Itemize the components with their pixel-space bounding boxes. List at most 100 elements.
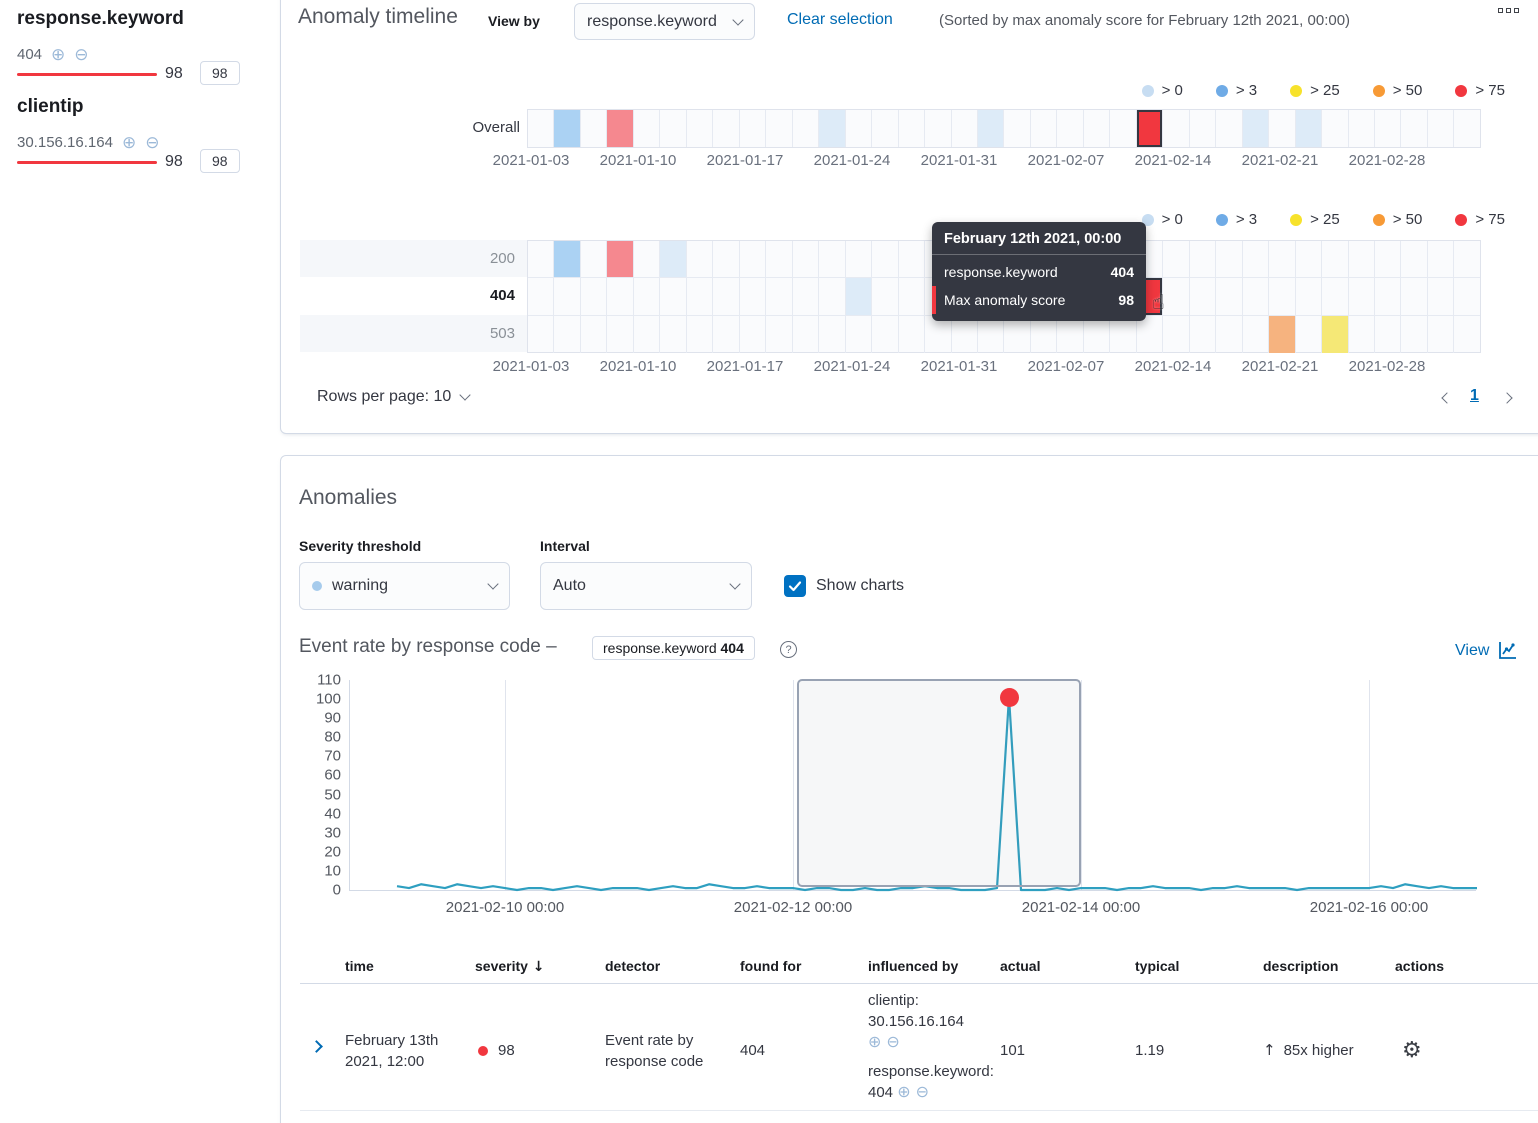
swimlane-cell[interactable] — [1163, 278, 1190, 315]
swimlane-cell[interactable] — [793, 110, 820, 148]
swimlane-cell[interactable] — [1349, 110, 1375, 148]
swimlane-cell[interactable] — [1296, 278, 1323, 315]
swimlane-cell[interactable] — [1190, 278, 1217, 315]
swimlane-cell[interactable] — [1375, 241, 1402, 278]
swimlane-cell[interactable] — [1428, 278, 1455, 315]
swimlane-cell[interactable] — [554, 241, 581, 278]
swimlane-cell[interactable] — [740, 241, 767, 278]
swimlane-cell[interactable] — [528, 110, 555, 148]
severity-threshold-select[interactable]: warning — [299, 562, 510, 610]
table-header-actual[interactable]: actual — [1000, 958, 1041, 974]
swimlane-cell[interactable] — [1454, 316, 1479, 353]
swimlane-cell[interactable] — [1269, 241, 1296, 278]
swimlane-cell[interactable] — [1243, 315, 1270, 353]
swimlane-cell[interactable] — [1110, 110, 1137, 148]
swimlane-cell[interactable] — [1322, 241, 1349, 278]
swimlane-cell[interactable] — [819, 110, 846, 148]
swimlane-cell[interactable] — [1084, 315, 1111, 353]
swimlane-cell[interactable] — [1190, 315, 1217, 353]
swimlane-cell[interactable] — [1322, 315, 1349, 353]
swimlane-cell[interactable] — [1401, 241, 1428, 278]
swimlane-row-label[interactable]: 503 — [300, 314, 527, 352]
table-header-found-for[interactable]: found for — [740, 958, 802, 974]
swimlane-cell[interactable] — [899, 110, 926, 148]
help-icon[interactable]: ? — [780, 641, 797, 658]
page-number[interactable]: 1 — [1470, 387, 1479, 404]
table-header-influenced-by[interactable]: influenced by — [868, 958, 959, 974]
swimlane-cell[interactable] — [1216, 110, 1243, 148]
swimlane-cell[interactable] — [1401, 278, 1428, 315]
swimlane-cell[interactable] — [872, 110, 899, 148]
swimlane-cell[interactable] — [607, 241, 634, 278]
actions-gear-icon[interactable]: ⚙ — [1402, 1038, 1422, 1063]
swimlane-cell[interactable] — [819, 315, 846, 353]
swimlane-cell[interactable] — [1243, 241, 1270, 278]
swimlane-cell[interactable] — [793, 315, 820, 353]
add-filter-icon[interactable]: ⊕ — [121, 133, 137, 152]
swimlane-cell[interactable] — [687, 110, 714, 148]
swimlane-cell[interactable] — [634, 278, 661, 315]
swimlane-cell[interactable] — [713, 278, 740, 315]
swimlane-cell[interactable] — [634, 110, 661, 148]
swimlane-cell[interactable] — [554, 315, 581, 353]
swimlane-cell[interactable] — [554, 278, 581, 315]
swimlane-cell[interactable] — [1004, 110, 1031, 148]
swimlane-cell[interactable] — [581, 241, 608, 278]
table-header-detector[interactable]: detector — [605, 958, 661, 974]
swimlane-cell[interactable] — [925, 315, 952, 353]
swimlane-cell[interactable] — [1322, 278, 1349, 315]
swimlane-cell[interactable] — [528, 315, 555, 353]
swimlane-cell[interactable] — [660, 110, 687, 148]
swimlane-cell[interactable] — [554, 110, 581, 148]
swimlane-cell[interactable] — [845, 278, 873, 315]
swimlane-cell[interactable] — [1216, 278, 1243, 315]
swimlane-cell[interactable] — [1428, 241, 1455, 278]
swimlane-cell[interactable] — [819, 278, 846, 315]
swimlane-cell[interactable] — [872, 241, 899, 278]
remove-filter-icon[interactable]: ⊖ — [915, 1084, 930, 1101]
swimlane-cell[interactable] — [1296, 241, 1323, 278]
swimlane-cell[interactable] — [1163, 315, 1190, 353]
add-filter-icon[interactable]: ⊕ — [868, 1034, 882, 1051]
swimlane-cell[interactable] — [952, 315, 978, 353]
swimlane-cell[interactable] — [740, 278, 767, 315]
interval-select[interactable]: Auto — [540, 562, 752, 610]
swimlane-cell[interactable] — [1428, 110, 1455, 148]
swimlane-cell[interactable] — [687, 315, 714, 353]
swimlane-cell[interactable] — [1375, 315, 1402, 353]
swimlane-cell[interactable] — [766, 110, 793, 148]
swimlane-cell[interactable] — [1269, 110, 1296, 148]
swimlane-cell[interactable] — [1269, 315, 1296, 353]
table-header-actions[interactable]: actions — [1395, 958, 1445, 974]
swimlane-cell[interactable] — [1110, 315, 1137, 353]
swimlane-cell[interactable] — [1137, 241, 1164, 278]
table-header-typical[interactable]: typical — [1135, 958, 1180, 974]
swimlane-cell[interactable] — [1454, 241, 1479, 277]
swimlane-cell[interactable] — [607, 110, 634, 148]
swimlane-row-label[interactable]: 200 — [300, 240, 527, 278]
swimlane-cell[interactable] — [846, 110, 873, 148]
swimlane-cell[interactable] — [528, 278, 555, 315]
swimlane-cell[interactable] — [660, 315, 687, 353]
swimlane-cell[interactable] — [1057, 315, 1084, 353]
swimlane-cell[interactable] — [978, 315, 1005, 353]
swimlane-cell[interactable] — [1216, 241, 1243, 278]
swimlane-cell[interactable] — [1454, 278, 1479, 314]
swimlane-cell[interactable] — [899, 241, 926, 278]
clear-selection-link[interactable]: Clear selection — [787, 11, 893, 28]
swimlane-cell[interactable] — [819, 241, 846, 278]
swimlane-cell[interactable] — [1454, 110, 1479, 147]
swimlane-cell[interactable] — [846, 315, 873, 353]
table-header-time[interactable]: time — [345, 958, 374, 974]
swimlane-cell[interactable] — [634, 315, 661, 353]
swimlane-cell[interactable] — [1190, 241, 1217, 278]
swimlane-cell[interactable] — [1004, 315, 1031, 353]
swimlane-cell[interactable] — [1084, 110, 1111, 148]
swimlane-cell[interactable] — [1243, 278, 1270, 315]
swimlane-cell[interactable] — [899, 315, 926, 353]
swimlane-cell[interactable] — [713, 315, 740, 353]
rows-per-page-control[interactable]: Rows per page: 10 — [317, 388, 471, 406]
swimlane-cell[interactable] — [1242, 110, 1270, 148]
swimlane-cell[interactable] — [1349, 278, 1375, 315]
swimlane-cell[interactable] — [846, 241, 873, 278]
